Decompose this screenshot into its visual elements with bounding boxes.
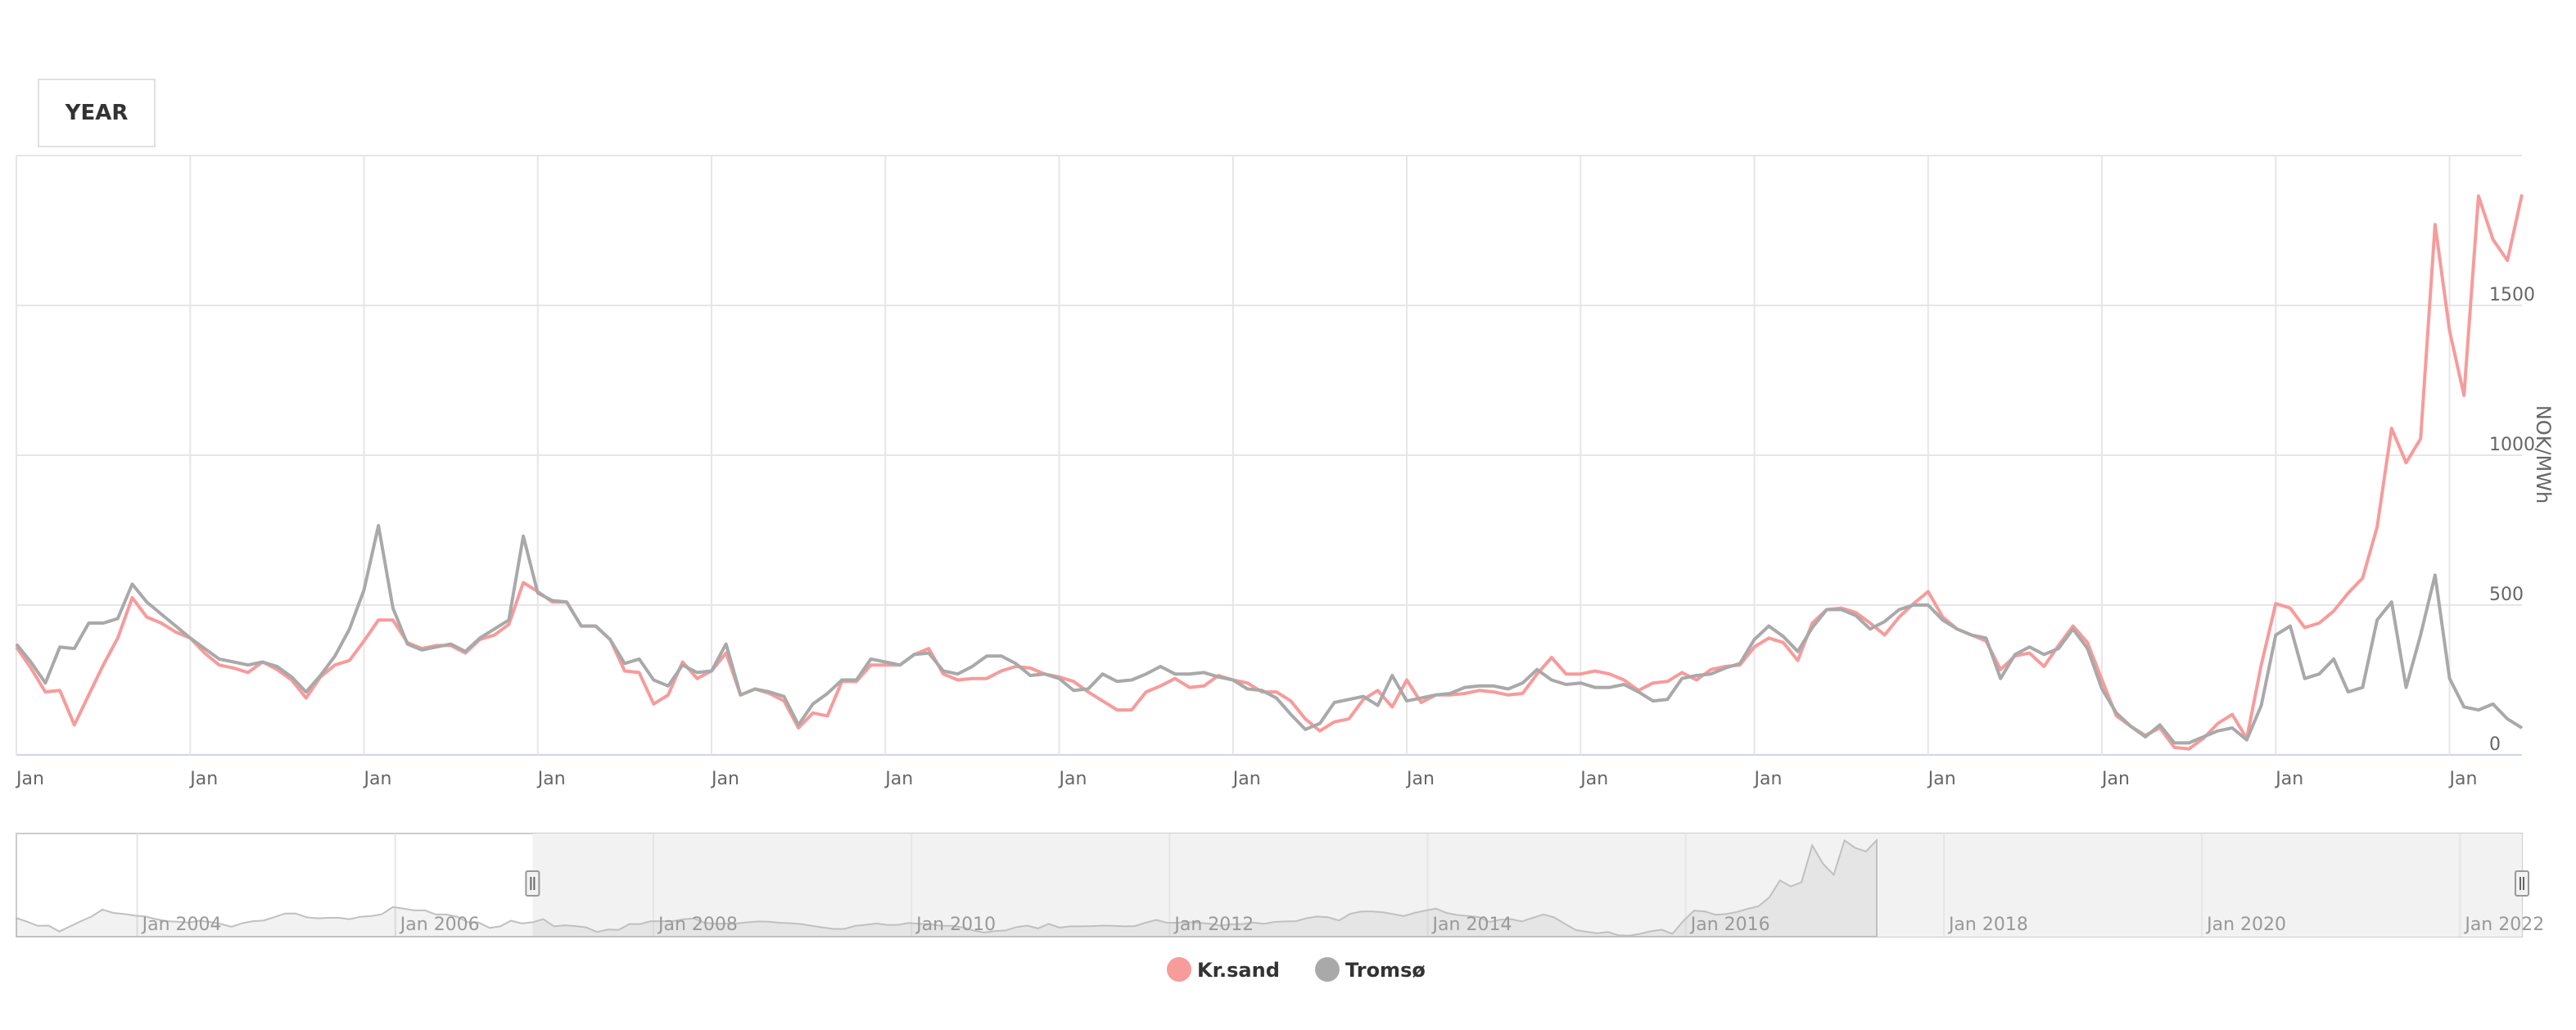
x-tick-label: Jan [2448,769,2478,789]
y-axis-title: NOK/MWh [2532,405,2555,504]
navigator-tick-label: Jan 2004 [141,915,222,935]
y-tick-label: 1000 [2489,435,2535,455]
x-tick-label: Jan [1579,769,1608,789]
series-line-troms- [15,524,2524,745]
navigator-handle-left[interactable] [525,870,540,897]
navigator-tick-label: Jan 2020 [2205,915,2286,935]
navigator-tick-label: Jan 2022 [2463,915,2544,935]
x-tick-label: Jan [536,769,566,789]
x-tick-label: Jan [15,769,44,789]
navigator-tick-label: Jan 2006 [399,915,480,935]
navigator-tick-label: Jan 2018 [1947,915,2028,935]
range-button-year[interactable]: YEAR [38,79,156,147]
x-tick-label: Jan [1232,769,1261,789]
navigator-tick-label: Jan 2010 [915,915,996,935]
navigator-tick-label: Jan 2012 [1173,915,1254,935]
legend-marker [1167,957,1191,982]
y-tick-label: 1500 [2489,285,2535,305]
x-axis: Jan Jan Jan Jan Jan Jan Jan Jan Jan Jan Jan Jan Jan J… [15,769,2477,789]
navigator-series-area [16,838,1878,937]
series-line-kr-sand [15,194,2524,751]
legend-item-troms-[interactable]: Tromsø [1315,957,1426,982]
x-tick-label: Jan [1753,769,1783,789]
legend: Kr.sand Tromsø [1167,957,1426,982]
y-tick-label: 500 [2489,585,2524,605]
navigator-tick-label: Jan 2008 [657,915,738,935]
legend-label: Tromsø [1345,959,1426,982]
legend-marker [1315,957,1340,982]
navigator-tick-label: Jan 2016 [1689,915,1770,935]
navigator-tick-label: Jan 2014 [1431,915,1512,935]
x-tick-label: Jan [1927,769,1956,789]
x-tick-label: Jan [884,769,913,789]
x-tick-label: Jan [363,769,392,789]
x-tick-label: Jan [2274,769,2303,789]
x-tick-label: Jan [1058,769,1087,789]
series-lines [15,194,2524,751]
grid [16,155,2522,756]
y-tick-label: 0 [2489,734,2501,755]
x-tick-label: Jan [710,769,739,789]
legend-label: Kr.sand [1197,959,1280,982]
x-tick-label: Jan [188,769,218,789]
navigator-handle-right[interactable] [2515,870,2529,897]
x-tick-label: Jan [2100,769,2130,789]
x-tick-label: Jan [1405,769,1435,789]
legend-item-kr-sand[interactable]: Kr.sand [1167,957,1280,982]
navigator[interactable]: Jan 2004 Jan 2006 Jan 2008 Jan 2010 Jan 2012… [16,833,2544,937]
y-axis: 0 500 1000 1500 [2489,285,2535,755]
